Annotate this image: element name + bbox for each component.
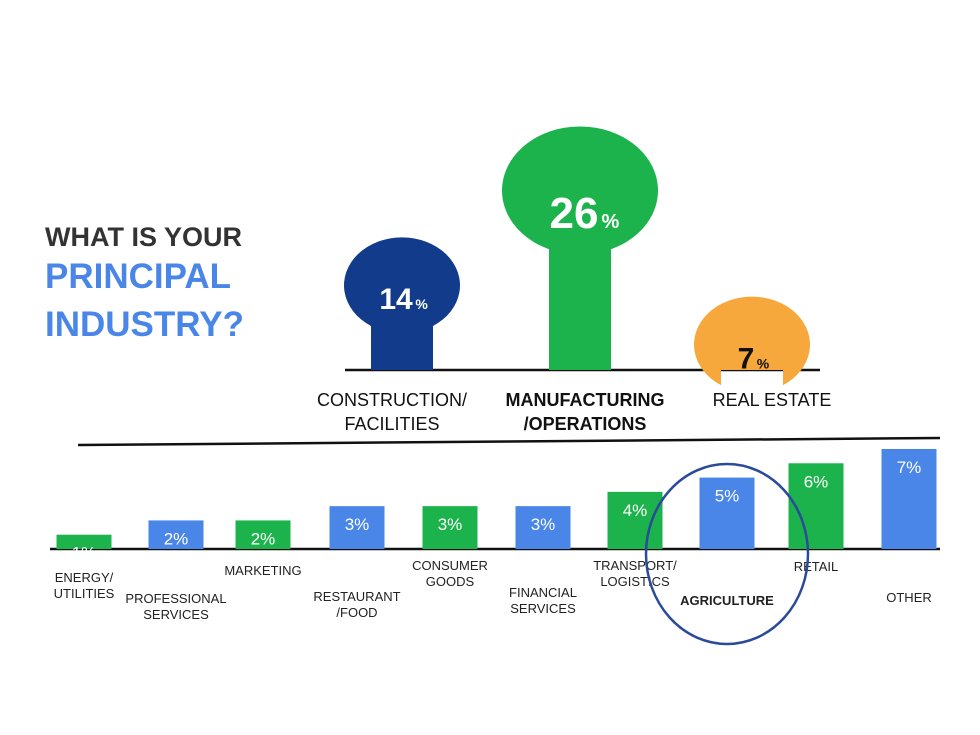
bottom-bar-value-8: 5% (715, 487, 740, 506)
bottom-category-label: RESTAURANT (313, 589, 400, 604)
bottom-category-label: /FOOD (336, 605, 377, 620)
top-bar-2 (502, 126, 659, 371)
bottom-category-label: RETAIL (794, 559, 839, 574)
divider-line (77, 436, 941, 447)
title-line-2: PRINCIPAL (45, 257, 231, 296)
bottom-bar-value-3: 2% (251, 529, 276, 548)
top-bar-1 (344, 237, 460, 370)
top-category-label: FACILITIES (344, 414, 439, 434)
bottom-bar-5 (422, 506, 478, 549)
top-bar-value-1: 14 (379, 283, 413, 316)
bottom-category-label: SERVICES (510, 601, 576, 616)
bottom-category-label: GOODS (426, 574, 475, 589)
bottom-bar-9 (788, 463, 844, 549)
bottom-category-label: FINANCIAL (509, 585, 577, 600)
bottom-bar-value-6: 3% (531, 515, 556, 534)
top-category-label: REAL ESTATE (713, 390, 832, 410)
bottom-category-label: PROFESSIONAL (125, 591, 226, 606)
top-bar-value-2: 26 (550, 189, 599, 238)
bottom-category-label: LOGISTICS (600, 574, 670, 589)
bottom-bar-value-5: 3% (438, 515, 463, 534)
bottom-bar-value-9: 6% (804, 472, 829, 491)
top-bar-unit-1: % (415, 296, 428, 312)
bottom-bar-3 (235, 520, 291, 549)
top-category-label: MANUFACTURING (506, 390, 665, 410)
bottom-category-label: UTILITIES (54, 586, 115, 601)
bottom-category-label: SERVICES (143, 607, 209, 622)
bottom-bar-10 (881, 449, 937, 549)
bottom-bar-value-7: 4% (623, 501, 648, 520)
bottom-bar-value-10: 7% (897, 458, 922, 477)
bottom-bar-value-1: 1% (72, 544, 97, 563)
other-industries-chart: 1%ENERGY/UTILITIES2%PROFESSIONALSERVICES… (50, 436, 941, 646)
top-industries-chart: 14 % CONSTRUCTION/FACILITIES 26 % MANUFACTURI… (317, 126, 831, 434)
top-bar-unit-3: % (757, 355, 770, 371)
bottom-category-label: ENERGY/ (55, 570, 114, 585)
bottom-category-label: MARKETING (224, 563, 301, 578)
title-line-1: WHAT IS YOUR (45, 222, 242, 252)
bottom-bar-6 (515, 506, 571, 549)
top-bar-unit-2: % (602, 211, 620, 233)
bottom-category-label: CONSUMER (412, 558, 488, 573)
bottom-bar-8 (699, 477, 755, 549)
agriculture-highlight-circle (644, 462, 810, 646)
bottom-bar-4 (329, 506, 385, 549)
top-bar-value-3: 7 (738, 342, 755, 375)
bottom-category-label: AGRICULTURE (680, 593, 774, 608)
bottom-bar-value-2: 2% (164, 529, 189, 548)
bottom-category-label: TRANSPORT/ (593, 558, 677, 573)
bottom-bar-2 (148, 520, 204, 549)
top-category-label: CONSTRUCTION/ (317, 390, 467, 410)
title-line-3: INDUSTRY? (45, 305, 244, 344)
bottom-category-label: OTHER (886, 590, 932, 605)
bottom-bar-1 (56, 534, 112, 549)
top-bar-3 (694, 296, 810, 386)
bottom-bar-7 (607, 491, 663, 549)
top-category-label: /OPERATIONS (524, 414, 647, 434)
bottom-bar-value-4: 3% (345, 515, 370, 534)
